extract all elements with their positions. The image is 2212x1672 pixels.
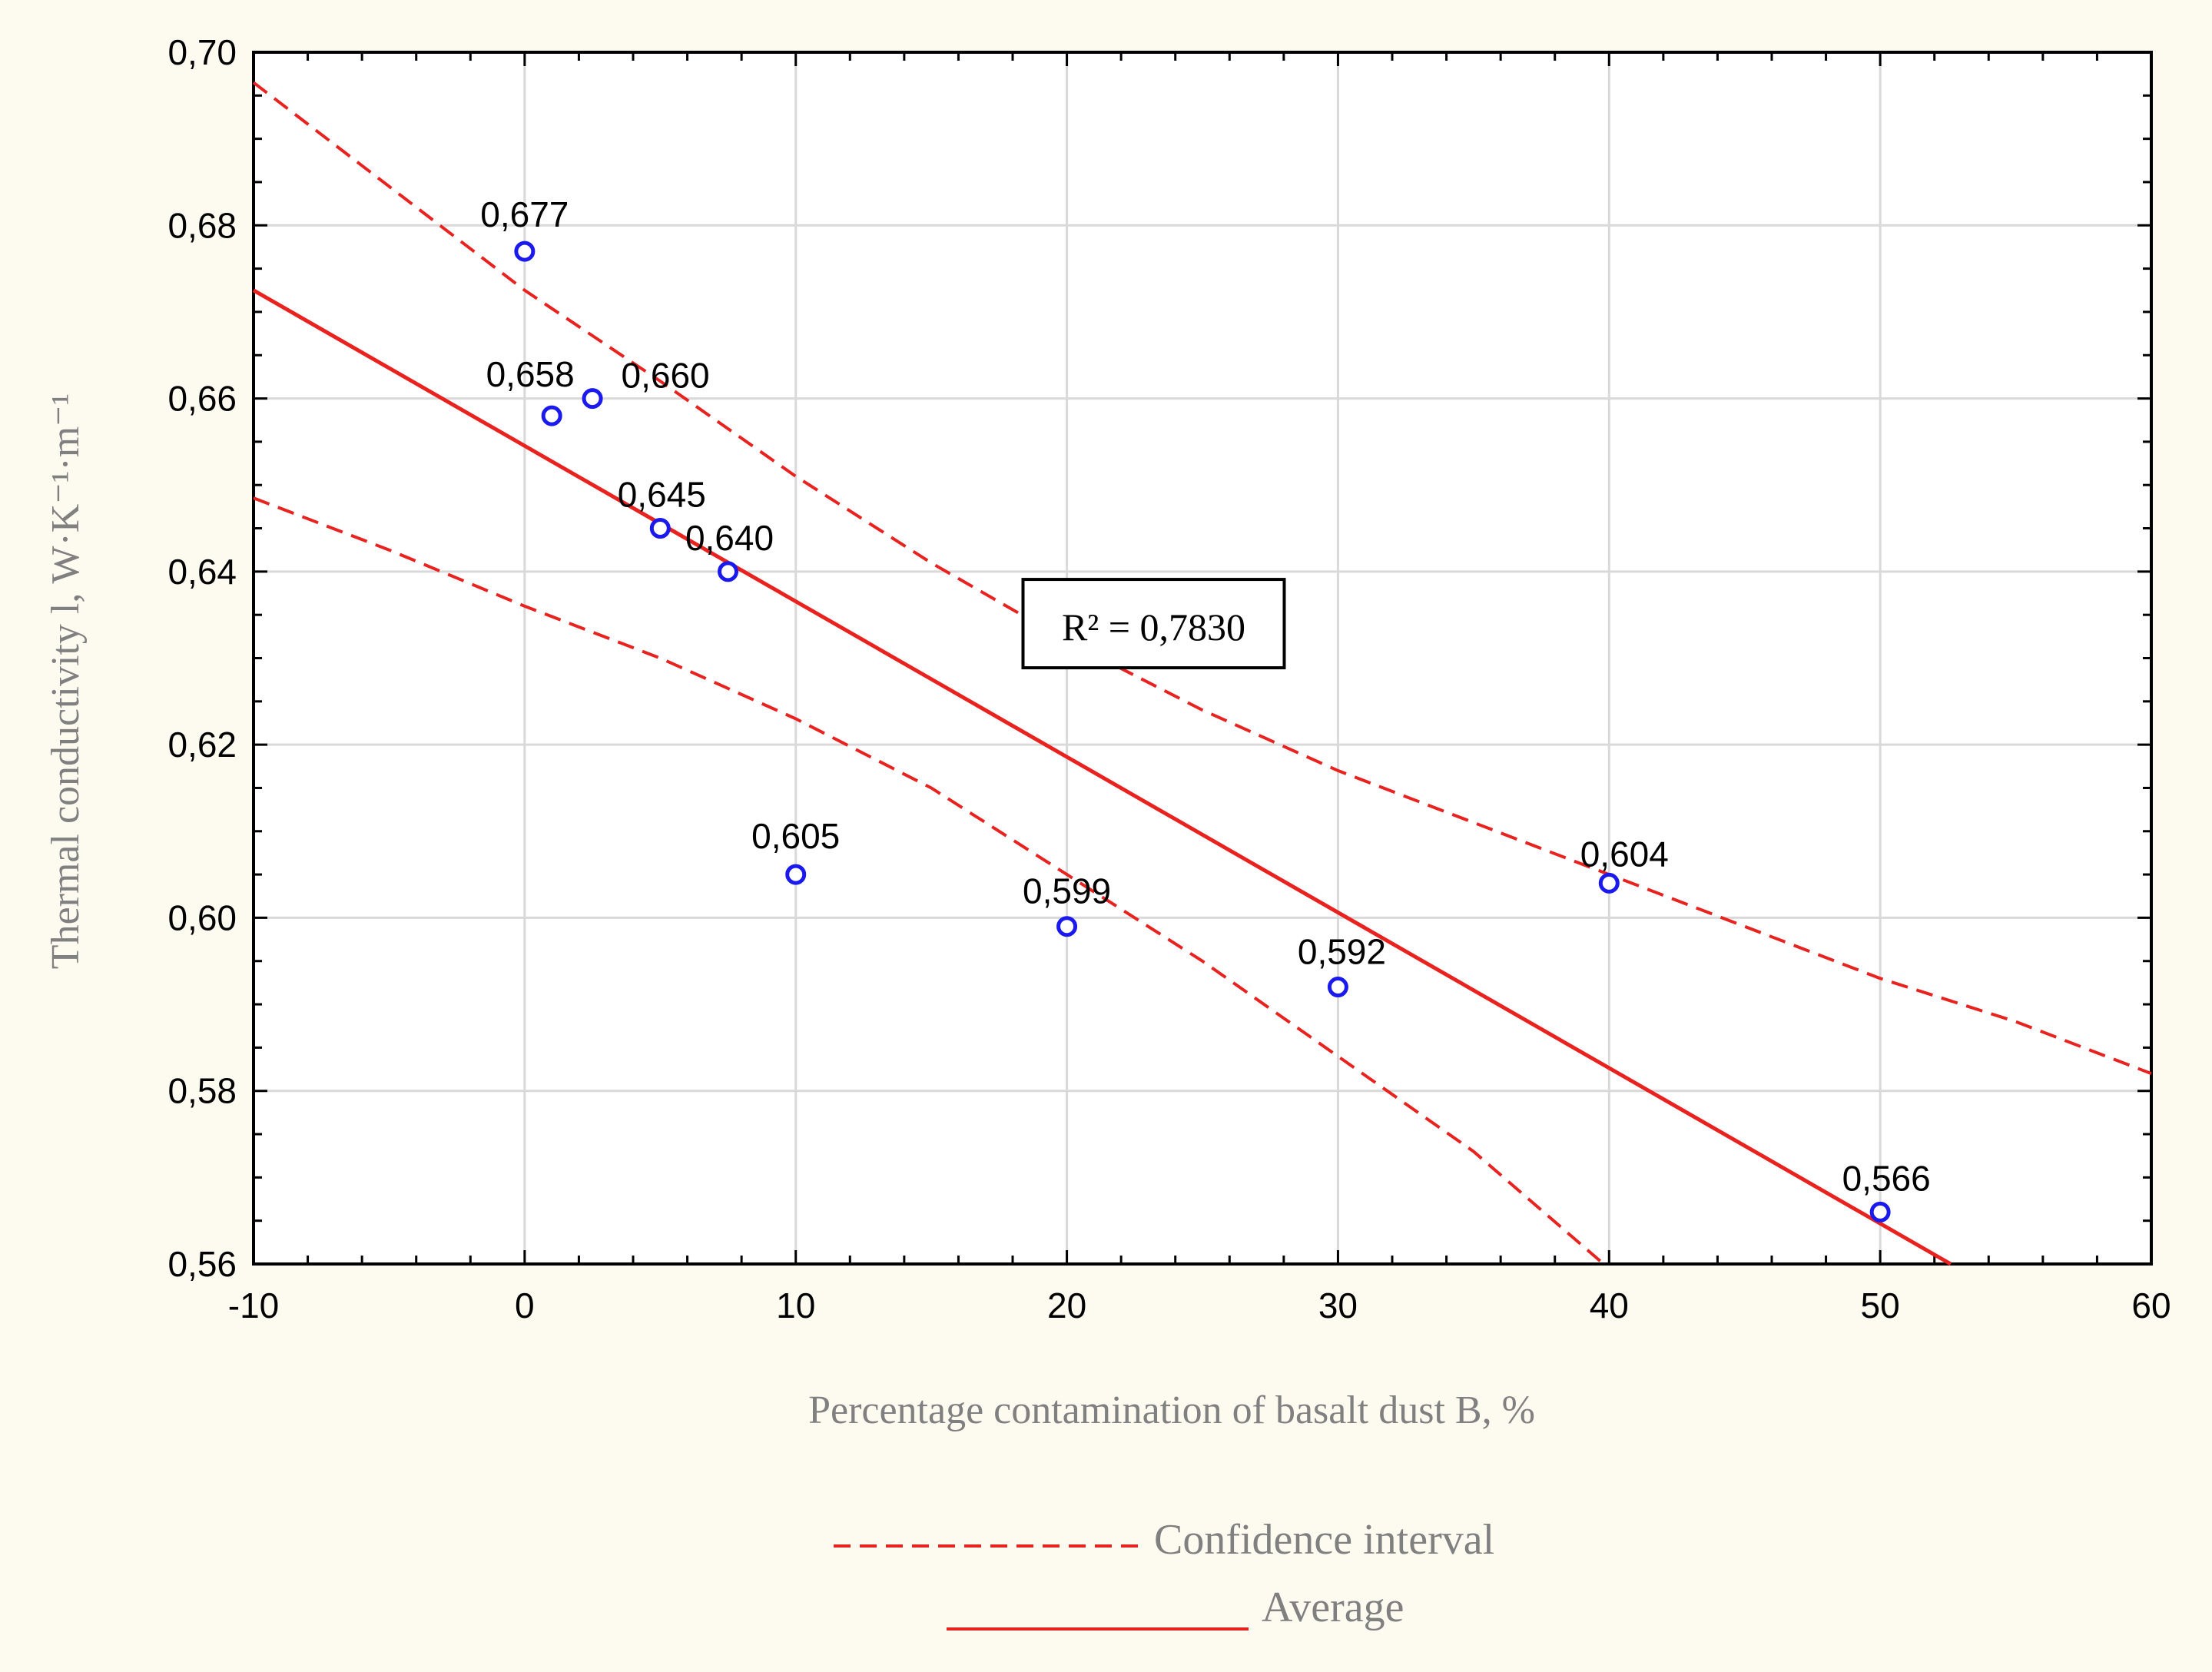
y-tick-label: 0,64 [167, 552, 237, 592]
y-tick-label: 0,68 [167, 205, 237, 245]
y-tick-label: 0,70 [167, 32, 237, 72]
legend-label-average: Average [1262, 1584, 1404, 1631]
data-point-label: 0,658 [486, 354, 575, 394]
y-tick-label: 0,60 [167, 897, 237, 937]
data-point [1056, 916, 1078, 937]
data-point-label: 0,640 [685, 518, 774, 558]
plot-frame [252, 51, 2153, 1266]
data-point [1327, 977, 1348, 998]
data-point-label: 0,677 [480, 194, 569, 234]
data-point-label: 0,592 [1298, 932, 1386, 972]
y-tick-label: 0,56 [167, 1244, 237, 1284]
y-axis-title: Thermal conductivity l, W·K⁻¹·m⁻¹ [44, 393, 88, 969]
tick-labels: -10 0 10 20 30 40 50 60 0,56 0,58 0,60 0,62 0,64 0,66… [167, 32, 2171, 1325]
data-point-label: 0,605 [751, 816, 840, 856]
data-point [514, 241, 536, 262]
y-tick-label: 0,62 [167, 725, 237, 765]
r2-text: R² = 0,7830 [1062, 605, 1245, 649]
data-point-label: 0,566 [1842, 1158, 1931, 1198]
x-tick-label: 60 [2131, 1286, 2171, 1325]
data-point [649, 518, 671, 539]
x-tick-label: 10 [776, 1286, 815, 1325]
data-point [541, 405, 562, 426]
data-point-label: 0,645 [618, 475, 706, 515]
average-line [252, 288, 1952, 1266]
r2-box [1021, 578, 1286, 670]
confidence-interval-lower-line [253, 496, 1605, 1266]
x-tick-label: 20 [1047, 1286, 1086, 1325]
y-tick-label: 0,66 [167, 379, 237, 419]
x-tick-label: -10 [228, 1286, 279, 1325]
x-tick-label: 0 [515, 1286, 535, 1325]
data-point [785, 864, 807, 885]
data-point-label: 0,599 [1023, 871, 1111, 911]
confidence-interval-upper-line [252, 81, 2152, 1076]
data-point [718, 561, 738, 582]
legend: Confidence interval Average [834, 1516, 1494, 1631]
legend-label-confidence-interval: Confidence interval [1154, 1516, 1494, 1564]
r2-annotation: R² = 0,7830 [1021, 578, 1286, 670]
data-point [1598, 872, 1620, 894]
x-axis-title: Percentage contamination of basalt dust … [808, 1388, 1535, 1432]
data-point-label: 0,660 [622, 356, 710, 396]
data-point [582, 388, 603, 410]
y-tick-label: 0,58 [167, 1071, 237, 1111]
x-tick-label: 40 [1590, 1286, 1629, 1325]
data-point [1869, 1201, 1891, 1222]
data-point-label: 0,604 [1580, 834, 1669, 874]
x-tick-label: 30 [1318, 1286, 1358, 1325]
x-tick-label: 50 [1861, 1286, 1900, 1325]
series [252, 81, 2152, 1266]
